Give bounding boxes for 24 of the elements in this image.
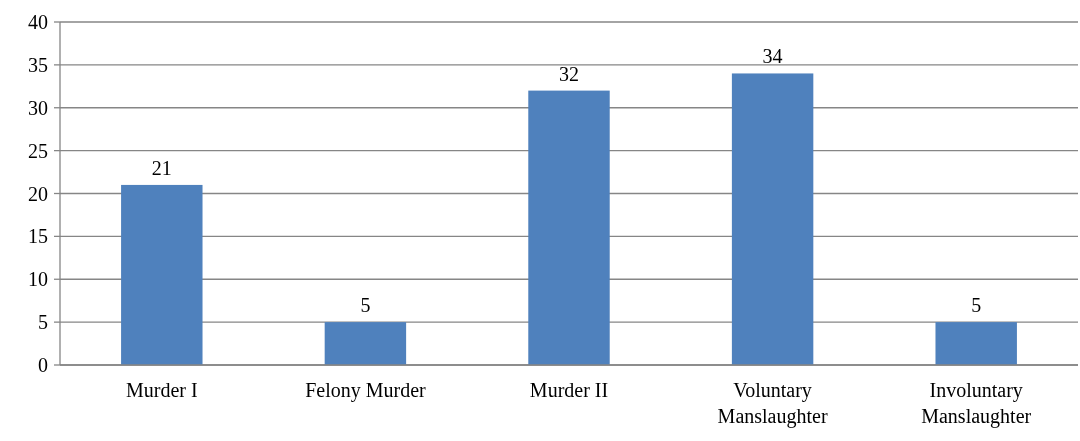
x-tick-label: Felony Murder [305, 379, 426, 402]
x-tick-label: Murder I [125, 379, 198, 401]
x-tick-label: Murder II [529, 379, 609, 401]
data-label: 5 [360, 294, 371, 317]
x-tick-label: Involuntary Manslaughter [921, 379, 1032, 428]
bar [121, 184, 203, 365]
y-tick-label: 30 [28, 96, 48, 119]
y-tick-label: 5 [38, 311, 48, 334]
y-tick-label: 0 [38, 354, 48, 376]
data-label: 21 [151, 156, 172, 179]
y-tick-label: 35 [28, 53, 48, 76]
bar [935, 322, 1017, 365]
bar [528, 90, 610, 365]
y-tick-label: 15 [28, 225, 48, 248]
y-tick-label: 40 [28, 11, 48, 33]
bar [731, 73, 814, 365]
x-tick-label: Voluntary Manslaughter [717, 379, 828, 428]
y-tick-label: 20 [28, 182, 48, 205]
data-label: 34 [762, 45, 783, 68]
y-tick-label: 10 [28, 268, 48, 291]
data-label: 32 [559, 62, 579, 85]
data-label: 5 [971, 294, 982, 317]
bar [324, 322, 407, 365]
y-tick-label: 25 [28, 139, 48, 162]
